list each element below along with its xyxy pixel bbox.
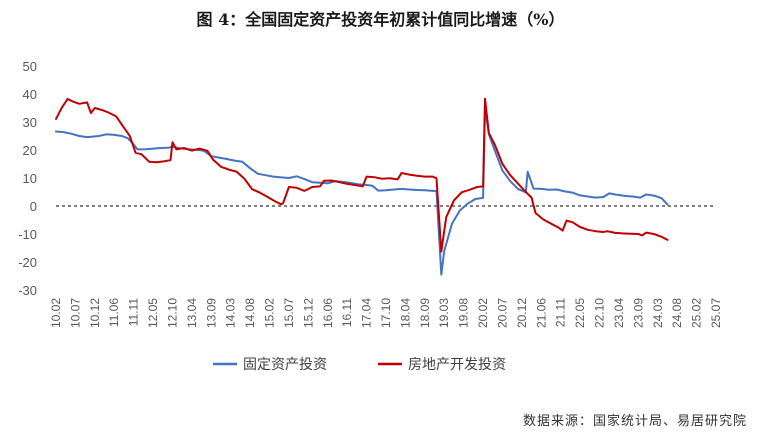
y-tick-label: 50: [23, 59, 37, 74]
x-tick-label: 11.11: [127, 298, 141, 327]
x-tick-label: 15.07: [282, 298, 296, 328]
x-tick-label: 11.06: [107, 298, 121, 327]
legend: 固定资产投资 房地产开发投资: [213, 357, 506, 373]
y-tick-label: 20: [23, 143, 37, 158]
x-tick-label: 13.09: [204, 298, 218, 328]
x-tick-label: 21.11: [554, 298, 568, 327]
x-tick-label: 20.12: [515, 298, 529, 328]
y-tick-label: -30: [18, 283, 37, 298]
source-note: 数据来源：国家统计局、易居研究院: [522, 414, 747, 429]
y-tick-label: -10: [18, 227, 37, 242]
y-tick-label: -20: [18, 255, 37, 270]
y-axis-ticks: 50 40 30 20 10 0 -10 -20 -30: [18, 59, 37, 298]
x-tick-label: 14.08: [243, 298, 257, 328]
x-tick-label: 22.05: [573, 298, 587, 328]
x-tick-label: 16.06: [321, 298, 335, 328]
x-tick-label: 18.09: [418, 298, 432, 328]
series-line-1: [55, 107, 669, 276]
x-tick-label: 19.03: [437, 298, 451, 328]
x-tick-label: 14.03: [224, 298, 238, 328]
x-tick-label: 17.04: [360, 298, 374, 328]
y-tick-label: 10: [23, 171, 37, 186]
x-tick-label: 15.12: [301, 298, 315, 328]
x-tick-label: 23.04: [612, 298, 626, 328]
x-tick-label: 13.04: [185, 298, 199, 328]
y-tick-label: 30: [23, 115, 37, 130]
x-tick-label: 21.06: [534, 298, 548, 328]
x-tick-label: 20.02: [476, 298, 490, 328]
legend-label: 固定资产投资: [243, 357, 327, 373]
x-tick-label: 22.10: [593, 298, 607, 328]
x-tick-label: 25.02: [690, 298, 704, 328]
chart-title: 图 4：全国固定资产投资年初累计值同比增速（%）: [196, 10, 565, 29]
x-tick-label: 12.05: [146, 298, 160, 328]
x-tick-label: 12.10: [165, 298, 179, 328]
y-tick-label: 40: [23, 87, 37, 102]
x-tick-label: 10.07: [68, 298, 82, 328]
x-tick-label: 10.02: [49, 298, 63, 328]
x-tick-label: 24.03: [651, 298, 665, 328]
legend-label: 房地产开发投资: [408, 357, 506, 373]
x-tick-label: 24.08: [670, 298, 684, 328]
x-tick-label: 20.07: [495, 298, 509, 328]
x-axis-ticks: 10.02 10.07 10.12 11.06 11.11 12.05 12.10 13.04…: [49, 298, 723, 328]
series-layer: [55, 97, 669, 276]
x-tick-label: 17.10: [379, 298, 393, 328]
x-tick-label: 19.08: [457, 298, 471, 328]
x-tick-label: 15.02: [263, 298, 277, 328]
x-tick-label: 18.04: [398, 298, 412, 328]
x-tick-label: 10.12: [88, 298, 102, 328]
x-tick-label: 23.09: [631, 298, 645, 328]
x-tick-label: 16.11: [340, 298, 354, 327]
y-tick-label: 0: [30, 199, 37, 214]
x-tick-label: 25.07: [709, 298, 723, 328]
series-line-2: [55, 97, 669, 253]
